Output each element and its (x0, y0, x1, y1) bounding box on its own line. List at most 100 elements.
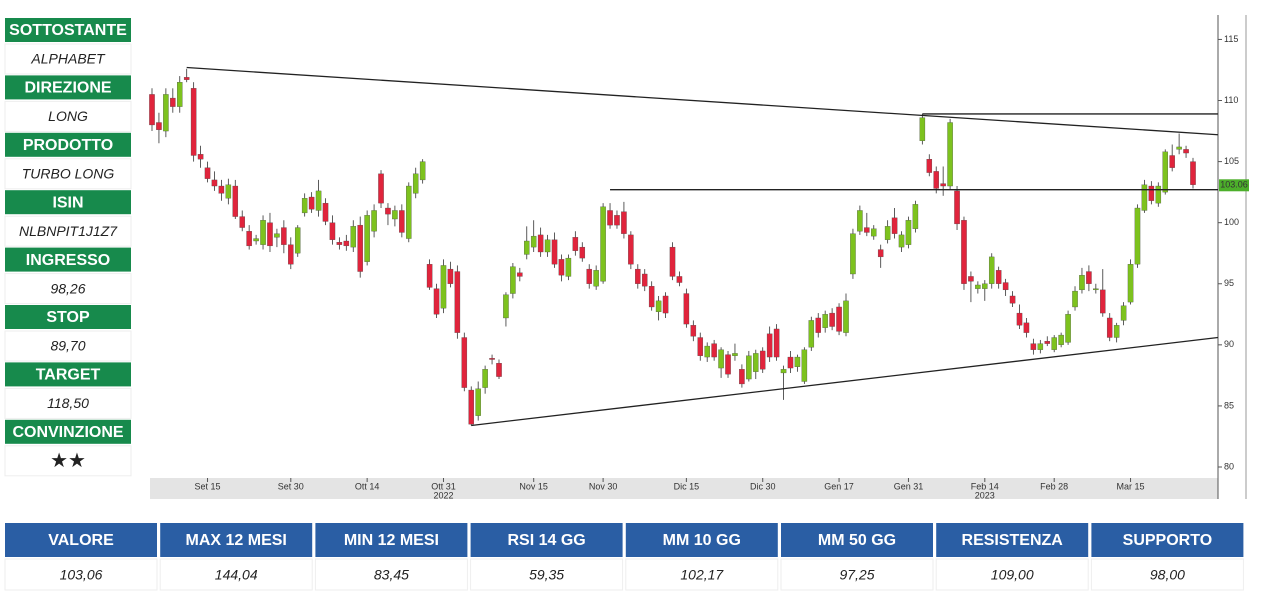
x-tick-label: Nov 30 (589, 481, 618, 491)
candle-body (197, 154, 204, 160)
candle-body (635, 268, 641, 284)
candle-body (697, 337, 704, 356)
candle-body (1141, 184, 1148, 211)
candle-body (315, 190, 322, 211)
candle-body (988, 256, 995, 284)
x-tick-label: Dic 30 (750, 481, 776, 491)
x-tick-label: Mar 15 (1117, 481, 1145, 491)
sidebar-label: ISIN (52, 194, 83, 211)
table-cell-bg (314, 558, 468, 591)
sidebar-value-bg (4, 215, 132, 247)
candle-body (392, 210, 398, 220)
candle-body (1127, 264, 1134, 303)
table-value: 83,45 (374, 567, 409, 583)
table-header: RSI 14 GG (507, 532, 585, 549)
sidebar-value: 98,26 (50, 280, 85, 296)
table-value: 109,00 (991, 567, 1034, 583)
table-header: MIN 12 MESI (344, 532, 439, 549)
candle-body (593, 270, 599, 287)
table-header-bg (470, 523, 623, 557)
candle-body (780, 369, 787, 374)
candle-body (579, 246, 586, 259)
table-header: RESISTENZA (962, 532, 1064, 549)
table-value: 59,35 (529, 567, 564, 583)
candle-body (1009, 295, 1016, 304)
sidebar-header-bg (5, 75, 131, 100)
x-tick-label: Gen 17 (824, 481, 854, 491)
candle-body (378, 173, 384, 204)
candle-body (1113, 325, 1120, 338)
candle-body (739, 369, 745, 385)
candle-body (787, 356, 794, 369)
candle-body (461, 337, 468, 388)
y-tick-label: 100 (1224, 217, 1239, 227)
candle-body (225, 184, 232, 199)
table-cell-bg (625, 558, 779, 591)
sidebar-header-bg (5, 247, 131, 272)
candle-body (919, 117, 926, 141)
candle-body (412, 173, 419, 194)
x-tick-label: Feb 28 (1040, 481, 1068, 491)
candle-body (759, 350, 766, 370)
sidebar-header-bg (5, 305, 131, 329)
candle-body (1051, 337, 1057, 350)
candle-body (628, 234, 634, 265)
candle-body (808, 320, 815, 348)
candle-body (1120, 305, 1127, 321)
candle-body (641, 273, 648, 287)
table-value: 102,17 (680, 567, 724, 583)
candle-body (621, 211, 627, 234)
x-tick-label: Dic 15 (674, 481, 700, 491)
candle-body (399, 210, 405, 233)
candle-body (683, 293, 690, 325)
candle-body (322, 202, 329, 222)
table-header-bg (781, 523, 933, 557)
candle-body (496, 363, 502, 377)
table-header: MAX 12 MESI (186, 532, 287, 549)
candle-body (454, 271, 461, 333)
table-value: 98,00 (1150, 567, 1185, 583)
candle-body (891, 217, 898, 234)
table-header-bg (160, 523, 313, 557)
sidebar-label: DIREZIONE (24, 80, 111, 97)
table-cell-bg (470, 558, 624, 591)
table-cell-bg (159, 558, 313, 591)
candle-body (565, 257, 572, 277)
candle-body (1183, 149, 1189, 154)
sidebar-value-bg (4, 158, 132, 190)
candle-body (746, 355, 752, 380)
candle-body (274, 233, 280, 238)
table-value: 103,06 (60, 567, 103, 583)
candle-body (801, 349, 808, 382)
candle-body (336, 242, 343, 245)
candle-body (357, 224, 363, 272)
candle-body (294, 227, 301, 254)
candle-body (753, 353, 759, 372)
sidebar-value: ★★ (50, 450, 86, 472)
y-tick-label: 85 (1224, 400, 1234, 410)
candle-body (1169, 155, 1175, 168)
candle-body (1106, 317, 1113, 338)
candle-body (232, 185, 239, 217)
candle-body (1079, 275, 1085, 291)
candle-body (211, 179, 218, 187)
table-header: MM 50 GG (818, 532, 896, 549)
candle-body (482, 369, 488, 388)
table-header-bg (625, 523, 778, 557)
table-header-bg (315, 523, 468, 557)
candle-body (308, 196, 315, 210)
candle-body (1065, 314, 1071, 343)
sidebar-header-bg (5, 190, 131, 215)
candle-body (239, 216, 245, 228)
candle-body (975, 284, 981, 289)
candle-body (385, 207, 391, 215)
sidebar-header-bg (5, 132, 131, 157)
x-tick-label: Set 30 (278, 481, 304, 491)
candle-body (864, 227, 870, 233)
table-cell-bg (4, 558, 158, 591)
x-tick-label: Set 15 (195, 481, 221, 491)
candle-body (954, 190, 960, 225)
sidebar-value-bg (4, 43, 132, 75)
candle-body (503, 294, 509, 319)
